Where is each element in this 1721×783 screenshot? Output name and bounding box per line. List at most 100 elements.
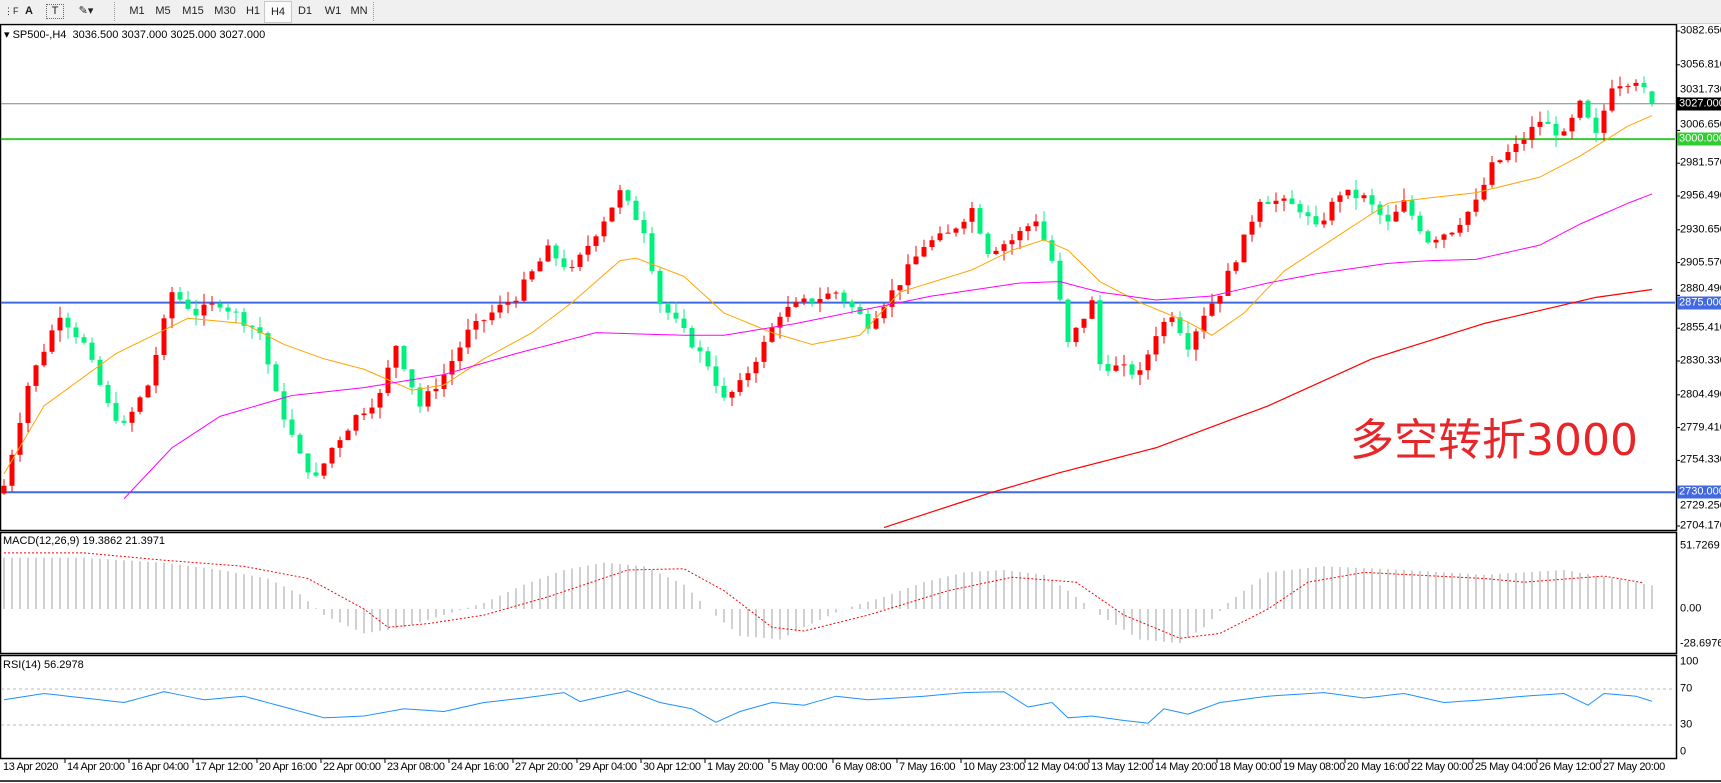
candle <box>745 366 751 387</box>
candle-body <box>769 327 775 342</box>
candle-body <box>1225 270 1231 296</box>
timeframe-m5-button[interactable]: M5 <box>155 5 171 17</box>
timeframe-h1-button[interactable]: H1 <box>245 5 261 17</box>
candle <box>1273 192 1279 213</box>
candle-body <box>1169 317 1175 322</box>
candle <box>553 243 559 267</box>
candle <box>521 271 527 303</box>
candle <box>609 207 615 223</box>
candle-body <box>1065 299 1071 343</box>
candle <box>1129 360 1135 380</box>
candle <box>1513 135 1519 163</box>
candle-body <box>1457 224 1463 233</box>
candle <box>457 341 463 370</box>
candle <box>33 364 39 392</box>
candle-body <box>681 318 687 328</box>
price-axis-label: 2804.490 <box>1680 388 1721 401</box>
candle-body <box>905 264 911 286</box>
timeframe-d1-button[interactable]: D1 <box>297 5 313 17</box>
shapes-icon[interactable]: ✎▾ <box>78 5 94 17</box>
candle-body <box>1025 226 1031 232</box>
candle-body <box>57 317 63 331</box>
candle-body <box>1361 195 1367 199</box>
candle <box>841 289 847 309</box>
candle <box>321 462 327 479</box>
candle-body <box>569 266 575 268</box>
timeframe-mn-button[interactable]: MN <box>350 5 368 17</box>
timeframe-h4-button[interactable]: H4 <box>264 1 292 23</box>
candle <box>1569 114 1575 140</box>
chart-window[interactable]: ▾ SP500-,H4 3036.500 3037.000 3025.000 3… <box>0 24 1721 783</box>
candle-body <box>1377 204 1383 215</box>
candle <box>577 252 583 271</box>
candle <box>1505 144 1511 163</box>
time-axis-label: 14 Apr 20:00 <box>67 761 125 773</box>
candle <box>217 299 223 312</box>
candle-body <box>585 245 591 255</box>
candle <box>881 303 887 324</box>
candle <box>449 349 455 385</box>
candle <box>777 312 783 339</box>
candle-body <box>241 312 247 326</box>
candle-body <box>601 221 607 237</box>
moving-average-line <box>123 193 1653 500</box>
candle-body <box>1273 200 1279 204</box>
candle <box>873 310 879 330</box>
macd-signal-line <box>4 552 1645 639</box>
candle-body <box>1289 198 1295 205</box>
annotation-text[interactable]: 多空转折3000 <box>1350 415 1638 466</box>
candle <box>801 294 807 306</box>
toolbar: ⋮F A T ✎▾ M1 M5 M15 M30 H1 H4 D1 W1 MN <box>0 0 1721 24</box>
timeframe-m15-button[interactable]: M15 <box>182 5 204 17</box>
candle <box>689 325 695 350</box>
candle-body <box>233 311 239 313</box>
candle <box>729 390 735 406</box>
time-axis-label: 27 May 20:00 <box>1603 761 1665 773</box>
time-axis-label: 12 May 04:00 <box>1027 761 1089 773</box>
candle <box>369 398 375 419</box>
candle-body <box>1185 333 1191 350</box>
candle <box>25 382 31 433</box>
candle-body <box>161 318 167 355</box>
candle-body <box>401 345 407 370</box>
candle-body <box>641 220 647 234</box>
candle <box>657 268 663 313</box>
collapse-triangle-icon[interactable]: ▾ <box>4 29 10 41</box>
macd-axis-label: -28.6976 <box>1680 637 1721 650</box>
candle <box>393 344 399 379</box>
timeframe-w1-button[interactable]: W1 <box>324 5 342 17</box>
timeframe-m1-button[interactable]: M1 <box>129 5 145 17</box>
candle <box>953 227 959 237</box>
candle-body <box>497 304 503 313</box>
candle <box>1 479 7 495</box>
text-a-icon[interactable]: A <box>25 5 33 17</box>
candle <box>1081 318 1087 334</box>
time-axis-label: 13 May 12:00 <box>1091 761 1153 773</box>
text-label-icon[interactable]: T <box>46 4 64 19</box>
candle <box>1545 110 1551 124</box>
candle <box>1065 298 1071 348</box>
grid-f-icon[interactable]: ⋮F <box>4 6 19 16</box>
macd-axis-label: 51.7269 <box>1680 539 1720 552</box>
candle <box>177 286 183 303</box>
candle <box>161 314 167 361</box>
candle <box>265 331 271 374</box>
candle-body <box>1417 215 1423 232</box>
candle <box>17 412 23 462</box>
candle-body <box>1401 200 1407 212</box>
chart-canvas[interactable] <box>0 24 1721 783</box>
candle-body <box>1105 364 1111 371</box>
timeframe-m30-button[interactable]: M30 <box>214 5 236 17</box>
candle-body <box>41 351 47 366</box>
candle <box>625 188 631 206</box>
candle-body <box>1537 121 1543 127</box>
candle <box>113 392 119 424</box>
candle-body <box>273 364 279 392</box>
candle <box>681 309 687 333</box>
time-axis-label: 5 May 00:00 <box>771 761 828 773</box>
candle <box>1265 196 1271 205</box>
candle-body <box>705 351 711 367</box>
candle <box>945 224 951 234</box>
candle <box>1185 321 1191 357</box>
candle-body <box>425 391 431 407</box>
